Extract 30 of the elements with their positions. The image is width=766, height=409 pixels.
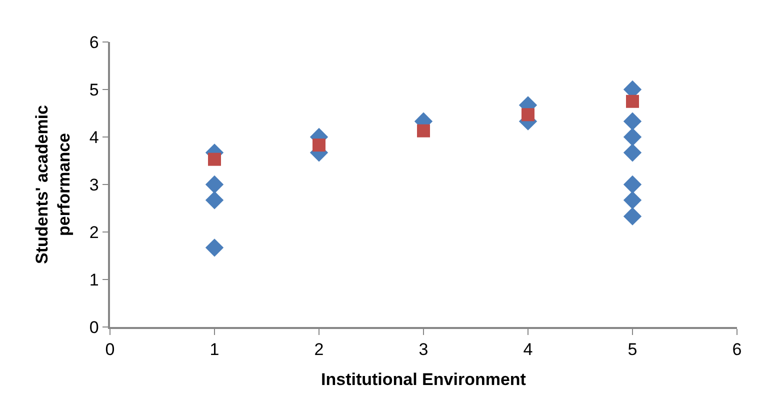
y-tick-label: 3 <box>89 175 99 194</box>
x-tick-label: 4 <box>523 340 533 360</box>
point <box>623 128 642 146</box>
x-tick-label: 6 <box>732 340 742 360</box>
point <box>623 175 642 194</box>
x-tick-label: 1 <box>210 340 220 360</box>
point <box>522 108 534 122</box>
point <box>626 94 639 108</box>
y-tick-label: 4 <box>89 128 99 147</box>
y-tick-label: 6 <box>89 32 99 52</box>
point <box>312 138 326 152</box>
point <box>205 238 224 257</box>
x-tick-label: 2 <box>314 340 324 360</box>
point <box>205 175 224 194</box>
point <box>208 152 221 166</box>
point <box>205 191 224 210</box>
x-tick-label: 0 <box>105 340 115 360</box>
point <box>623 191 642 210</box>
y-axis-title: Students' academic performance <box>32 105 74 264</box>
y-tick-label: 1 <box>89 270 99 290</box>
x-axis-title: Institutional Environment <box>321 370 526 390</box>
y-tick-label: 0 <box>89 318 99 337</box>
x-tick-label: 3 <box>418 340 428 360</box>
x-tick-label: 5 <box>628 340 638 360</box>
point <box>623 207 642 226</box>
y-tick-label: 5 <box>89 80 99 100</box>
point <box>417 124 430 138</box>
y-tick-label: 2 <box>89 222 99 242</box>
point <box>623 112 642 130</box>
point <box>623 144 642 162</box>
